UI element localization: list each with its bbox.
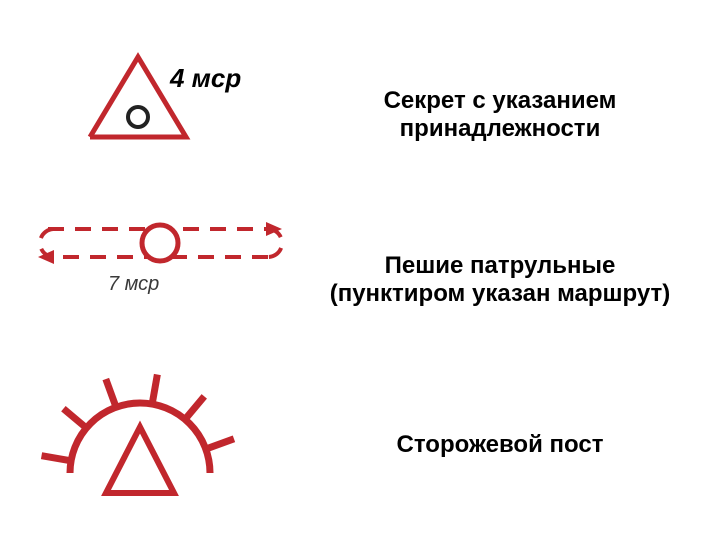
symbol-patrol: 7 мср: [0, 195, 320, 365]
patrol-route-icon: [20, 195, 300, 315]
desc-patrol: Пешие патрульные (пунктиром указан маршр…: [320, 252, 720, 308]
desc-guard: Сторожевой пост: [320, 431, 720, 459]
label-patrol: 7 мср: [108, 273, 159, 296]
label-secret: 4 мср: [170, 63, 241, 94]
page: 4 мср Секрет с указанием принадлежности: [0, 0, 720, 540]
desc-secret: Секрет с указанием принадлежности: [320, 87, 720, 143]
triangle-with-circle-icon: [30, 45, 246, 153]
symbol-guard: [0, 345, 320, 545]
symbol-secret: 4 мср: [0, 35, 320, 195]
guard-post-icon: [40, 345, 240, 535]
row-secret: 4 мср Секрет с указанием принадлежности: [0, 35, 720, 195]
row-patrol: 7 мср Пешие патрульные (пунктиром указан…: [0, 195, 720, 365]
row-guard: Сторожевой пост: [0, 345, 720, 545]
